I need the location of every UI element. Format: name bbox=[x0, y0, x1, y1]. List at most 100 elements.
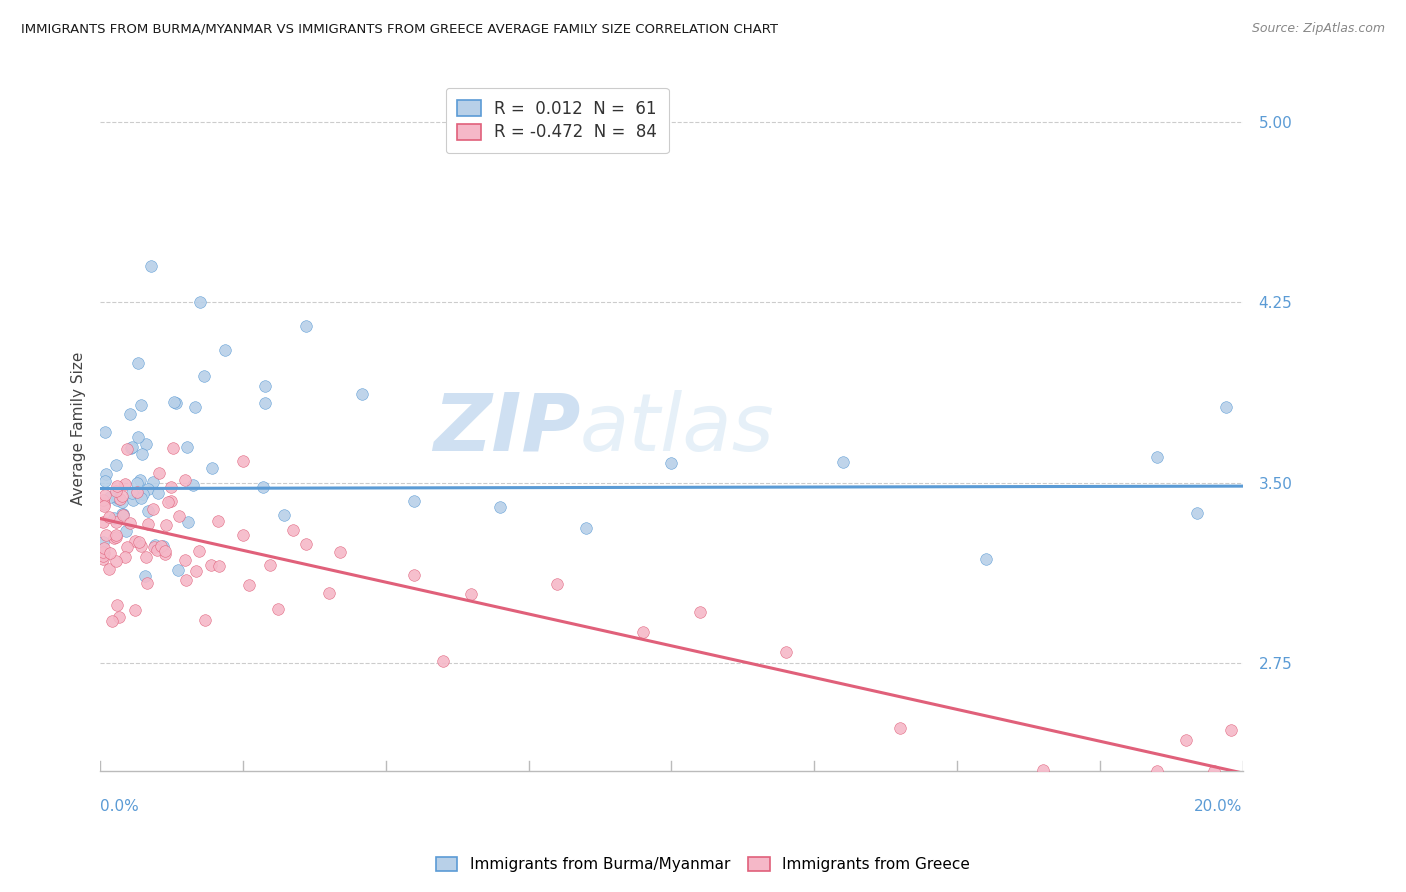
Point bbox=[160, 494, 183, 508]
Point bbox=[94, 467, 117, 482]
Point bbox=[1174, 733, 1197, 747]
Point bbox=[148, 486, 170, 500]
Point bbox=[93, 497, 115, 511]
Point bbox=[142, 475, 165, 489]
Point bbox=[93, 499, 115, 513]
Point bbox=[136, 482, 159, 496]
Point bbox=[153, 547, 176, 561]
Point bbox=[91, 545, 114, 559]
Legend: Immigrants from Burma/Myanmar, Immigrants from Greece: Immigrants from Burma/Myanmar, Immigrant… bbox=[429, 849, 977, 880]
Point bbox=[155, 518, 177, 533]
Point bbox=[122, 492, 145, 507]
Point bbox=[105, 554, 128, 568]
Point bbox=[661, 456, 683, 470]
Point bbox=[115, 524, 138, 539]
Point bbox=[200, 558, 222, 573]
Point bbox=[232, 454, 254, 468]
Point bbox=[118, 516, 141, 530]
Point bbox=[111, 507, 134, 521]
Point bbox=[775, 645, 797, 659]
Point bbox=[93, 546, 115, 560]
Point bbox=[259, 558, 281, 572]
Point bbox=[107, 610, 129, 624]
Point bbox=[184, 564, 207, 578]
Point bbox=[1204, 764, 1226, 778]
Point bbox=[111, 489, 134, 503]
Point bbox=[404, 493, 426, 508]
Point bbox=[167, 563, 190, 577]
Point bbox=[1185, 506, 1208, 520]
Point bbox=[93, 541, 115, 555]
Point bbox=[546, 577, 568, 591]
Point bbox=[174, 573, 197, 587]
Point bbox=[404, 568, 426, 582]
Point bbox=[162, 441, 184, 455]
Point bbox=[232, 528, 254, 542]
Point bbox=[188, 543, 211, 558]
Point bbox=[329, 545, 352, 559]
Point bbox=[1146, 450, 1168, 464]
Point bbox=[131, 398, 153, 412]
Point bbox=[162, 394, 184, 409]
Point bbox=[136, 504, 159, 518]
Point bbox=[148, 466, 170, 480]
Point bbox=[135, 549, 157, 564]
Point bbox=[294, 319, 316, 334]
Point bbox=[318, 585, 340, 599]
Point bbox=[110, 494, 132, 508]
Point bbox=[105, 483, 128, 498]
Point bbox=[142, 501, 165, 516]
Point bbox=[132, 487, 155, 501]
Point bbox=[631, 625, 654, 640]
Legend: R =  0.012  N =  61, R = -0.472  N =  84: R = 0.012 N = 61, R = -0.472 N = 84 bbox=[446, 87, 669, 153]
Point bbox=[107, 491, 129, 506]
Point bbox=[135, 436, 157, 450]
Point bbox=[142, 540, 165, 554]
Point bbox=[114, 477, 136, 491]
Point bbox=[112, 507, 135, 521]
Point bbox=[432, 654, 454, 668]
Point bbox=[105, 479, 128, 493]
Point bbox=[110, 491, 132, 506]
Point bbox=[91, 549, 114, 563]
Point bbox=[165, 396, 187, 410]
Point bbox=[98, 491, 121, 505]
Point bbox=[98, 546, 121, 560]
Point bbox=[181, 478, 204, 492]
Point bbox=[253, 379, 276, 393]
Point bbox=[111, 508, 134, 522]
Point bbox=[253, 396, 276, 410]
Point bbox=[831, 455, 853, 469]
Text: 20.0%: 20.0% bbox=[1194, 799, 1243, 814]
Point bbox=[128, 473, 150, 487]
Point bbox=[103, 531, 125, 545]
Point bbox=[120, 441, 142, 455]
Point bbox=[115, 540, 138, 554]
Point bbox=[460, 587, 482, 601]
Point bbox=[294, 537, 316, 551]
Point bbox=[350, 386, 373, 401]
Text: atlas: atlas bbox=[581, 390, 775, 467]
Text: 0.0%: 0.0% bbox=[100, 799, 139, 814]
Point bbox=[114, 549, 136, 564]
Point bbox=[127, 484, 149, 499]
Point bbox=[281, 524, 304, 538]
Y-axis label: Average Family Size: Average Family Size bbox=[72, 351, 86, 505]
Point bbox=[1215, 400, 1237, 414]
Point bbox=[101, 615, 124, 629]
Point bbox=[193, 368, 215, 383]
Point bbox=[184, 400, 207, 414]
Point bbox=[207, 514, 229, 528]
Point bbox=[150, 539, 173, 553]
Point bbox=[121, 485, 143, 500]
Point bbox=[104, 527, 127, 541]
Point bbox=[489, 500, 512, 515]
Point bbox=[124, 533, 146, 548]
Point bbox=[104, 515, 127, 529]
Point bbox=[136, 516, 159, 531]
Point bbox=[173, 473, 195, 487]
Text: Source: ZipAtlas.com: Source: ZipAtlas.com bbox=[1251, 22, 1385, 36]
Point bbox=[252, 479, 274, 493]
Point bbox=[91, 492, 114, 507]
Point bbox=[267, 602, 290, 616]
